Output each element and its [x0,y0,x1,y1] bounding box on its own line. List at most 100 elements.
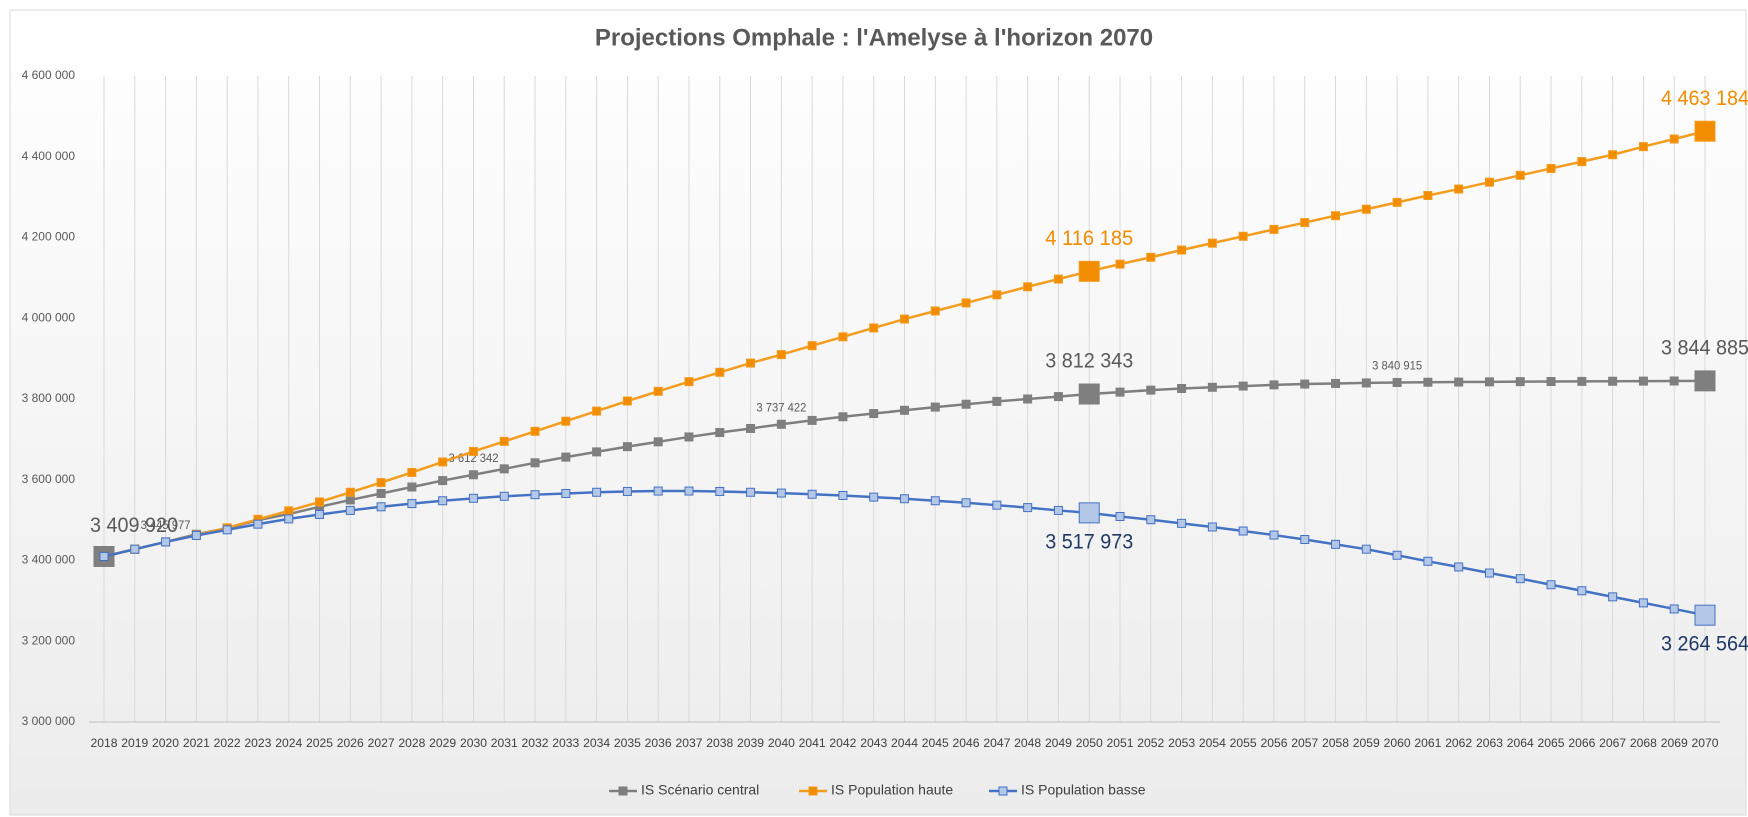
marker [807,489,817,499]
data-label: 4 463 184 [1661,87,1748,110]
x-tick-label: 2063 [1476,736,1503,750]
marker [838,412,848,422]
legend-label: IS Population basse [1021,782,1146,798]
marker [1515,377,1525,387]
marker [468,470,478,480]
legend-label: IS Scénario central [641,782,759,798]
marker [284,506,294,516]
marker [1331,211,1341,221]
x-tick-label: 2066 [1568,736,1595,750]
marker [1146,252,1156,262]
marker [1694,604,1716,626]
x-tick-label: 2046 [953,736,980,750]
y-tick-label: 4 200 000 [22,230,76,244]
x-tick-label: 2049 [1045,736,1072,750]
marker [622,396,632,406]
chart-title: Projections Omphale : l'Amelyse à l'hori… [595,24,1153,51]
marker [807,341,817,351]
marker [684,486,694,496]
marker [930,402,940,412]
marker [376,478,386,488]
marker [561,488,571,498]
marker [1177,518,1187,528]
marker [438,457,448,467]
y-tick-label: 3 800 000 [22,391,76,405]
marker [1577,157,1587,167]
marker [715,367,725,377]
marker [468,446,478,456]
marker [992,396,1002,406]
marker [1177,245,1187,255]
marker [530,458,540,468]
x-tick-label: 2043 [860,736,887,750]
marker [1608,376,1618,386]
marker [746,423,756,433]
marker [1177,384,1187,394]
x-tick-label: 2034 [583,736,610,750]
marker [1392,550,1402,560]
x-tick-label: 2045 [922,736,949,750]
marker [961,298,971,308]
marker [1361,204,1371,214]
x-tick-label: 2068 [1630,736,1657,750]
marker [1078,383,1100,405]
marker [1454,377,1464,387]
y-tick-label: 3 200 000 [22,633,76,647]
marker [407,499,417,509]
marker [653,486,663,496]
data-label: 3 840 915 [1372,359,1422,373]
marker [1484,177,1494,187]
marker [1608,592,1618,602]
marker [869,323,879,333]
x-tick-label: 2053 [1168,736,1195,750]
marker [1238,526,1248,536]
x-tick-label: 2059 [1353,736,1380,750]
marker [1331,539,1341,549]
marker [1207,522,1217,532]
marker [1423,556,1433,566]
marker [1484,377,1494,387]
marker [684,377,694,387]
marker [1023,282,1033,292]
x-tick-label: 2057 [1291,736,1318,750]
x-tick-label: 2056 [1260,736,1287,750]
marker [1053,274,1063,284]
marker [1669,134,1679,144]
x-tick-label: 2029 [429,736,456,750]
marker [1669,376,1679,386]
x-tick-label: 2062 [1445,736,1472,750]
marker [1115,511,1125,521]
marker [715,428,725,438]
marker [592,487,602,497]
marker [1515,574,1525,584]
marker [438,476,448,486]
x-tick-label: 2025 [306,736,333,750]
marker [345,487,355,497]
marker [1300,218,1310,228]
marker [315,497,325,507]
marker [1053,505,1063,515]
x-tick-label: 2067 [1599,736,1626,750]
marker [1546,163,1556,173]
marker [1392,197,1402,207]
marker [191,530,201,540]
marker [838,490,848,500]
legend-label: IS Population haute [831,782,953,798]
marker [1638,376,1648,386]
x-tick-label: 2040 [768,736,795,750]
x-tick-label: 2020 [152,736,179,750]
marker [1115,259,1125,269]
marker [1694,120,1716,142]
x-tick-label: 2041 [799,736,826,750]
data-label: 3 844 885 [1661,336,1748,359]
marker [807,415,817,425]
marker [530,490,540,500]
x-tick-label: 2039 [737,736,764,750]
data-label: 3 264 564 [1661,633,1748,656]
x-tick-label: 2026 [337,736,364,750]
marker [99,551,109,561]
marker [499,491,509,501]
marker [438,496,448,506]
marker [1577,586,1587,596]
marker [1269,530,1279,540]
